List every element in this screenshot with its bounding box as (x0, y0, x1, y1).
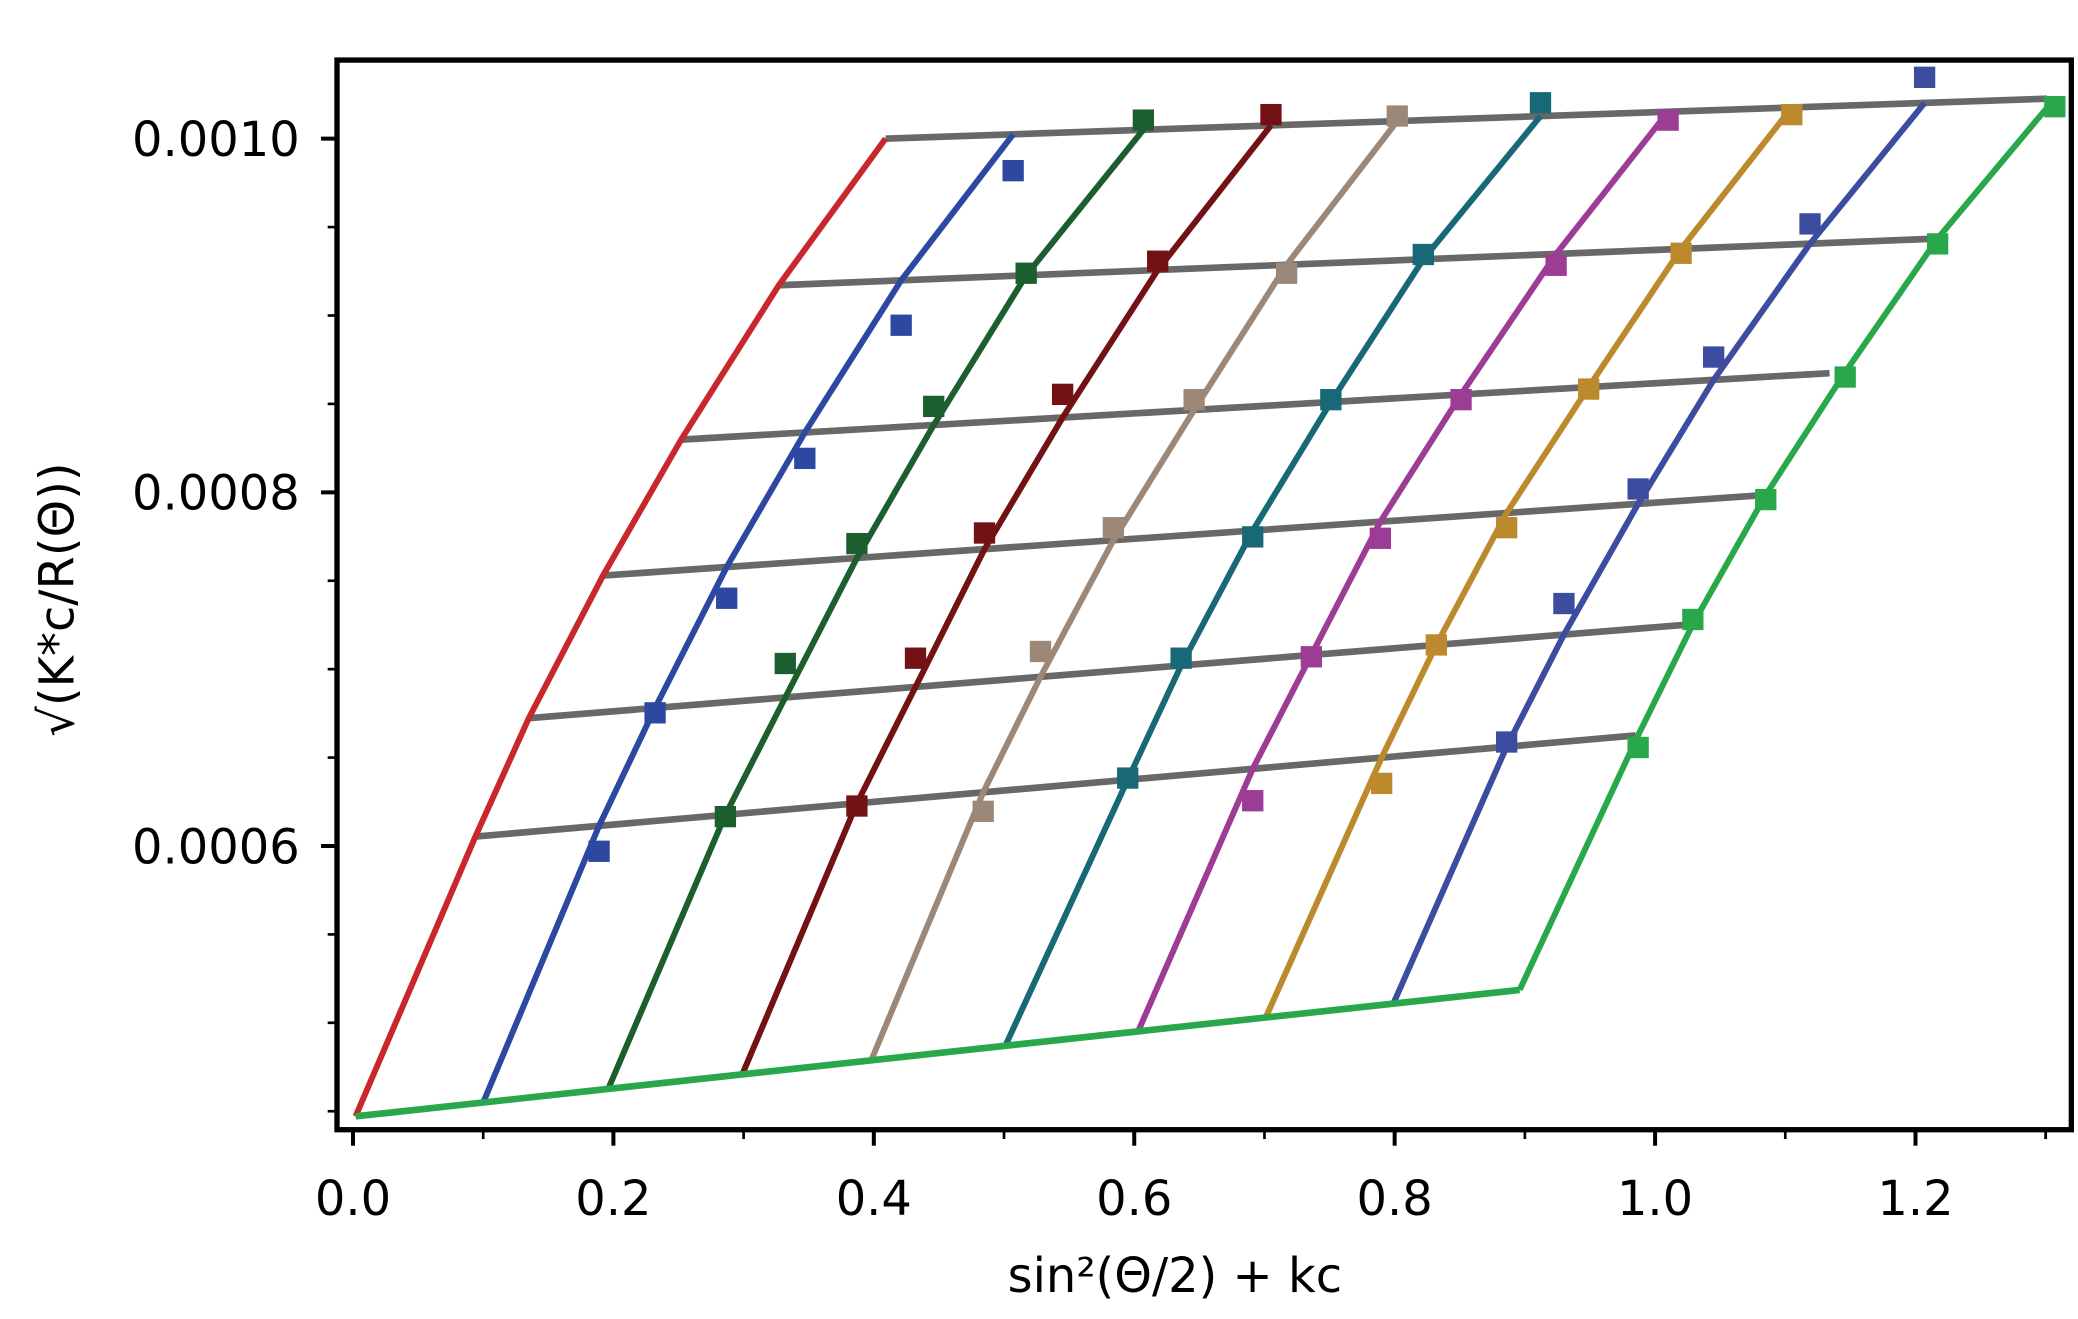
data-point-angle1-c1 (588, 840, 610, 862)
plot-frame (334, 57, 2075, 1133)
angle-fit-line-8 (1390, 101, 1927, 1005)
angle-fit-line-6 (1135, 109, 1671, 1033)
data-point-angle8-c3 (1627, 478, 1649, 500)
x-tick-label: 0.2 (575, 1171, 651, 1227)
x-tick-label: 0.4 (836, 1171, 912, 1227)
data-point-angle1-c2 (644, 702, 666, 724)
angle-fit-line-9 (1516, 96, 2058, 992)
data-point-angle7-c6 (1781, 103, 1803, 126)
data-point-angle7-c3 (1495, 517, 1518, 539)
data-point-angle7-c1 (1370, 772, 1393, 795)
data-point-angle3-c1 (846, 795, 868, 817)
data-point-angle9-c4 (1834, 366, 1856, 388)
data-point-angle2-c5 (1015, 262, 1037, 284)
data-point-angle7-c4 (1578, 378, 1600, 400)
data-point-angle4-c5 (1275, 262, 1298, 284)
data-point-angle4-c1 (972, 800, 994, 822)
data-point-angle4-c3 (1102, 517, 1125, 539)
x-tick-label: 0.0 (315, 1171, 391, 1227)
data-point-angle9-c5 (1926, 233, 1949, 255)
data-point-angle2-c6 (1132, 109, 1155, 131)
data-point-angle2-c4 (923, 395, 945, 418)
data-point-angle3-c2 (904, 647, 927, 669)
data-point-angle4-c4 (1183, 389, 1205, 411)
angle-fit-line-7 (1263, 105, 1795, 1019)
y-axis-label: √(K*c/R(Θ)) (29, 462, 85, 736)
fit-lines (352, 95, 2058, 1120)
data-point-angle8-c5 (1799, 213, 1821, 235)
data-point-angle5-c1 (1117, 767, 1139, 789)
angle-fit-line-1 (480, 132, 1016, 1104)
data-point-angle6-c2 (1300, 646, 1322, 668)
data-point-angle5-c4 (1320, 389, 1342, 411)
zero-angle-extrapolation-line (352, 136, 888, 1118)
y-tick-label: 0.0010 (132, 112, 300, 168)
x-axis-label: sin²(Θ/2) + kc (1008, 1248, 1342, 1304)
data-point-angle8-c4 (1703, 346, 1725, 368)
data-point-angle5-c3 (1242, 526, 1264, 548)
data-point-angle2-c1 (714, 805, 737, 828)
data-point-angle5-c5 (1412, 243, 1434, 266)
data-point-angle3-c5 (1147, 250, 1169, 272)
data-point-angle1-c4 (794, 447, 816, 470)
data-point-angle8-c1 (1495, 731, 1518, 753)
data-point-angle9-c1 (1627, 736, 1649, 759)
concentration-fit-line-6 (885, 95, 2048, 142)
data-point-angle4-c2 (1029, 640, 1052, 663)
data-point-angle6-c6 (1657, 109, 1679, 131)
concentration-fit-line-4 (680, 369, 1830, 443)
data-point-angle7-c2 (1425, 634, 1447, 656)
y-tick-label: 0.0008 (132, 466, 300, 522)
x-tick-label: 0.6 (1096, 1171, 1172, 1227)
data-point-angle1-c5 (890, 314, 912, 336)
zero-concentration-extrapolation-line (355, 986, 1521, 1120)
data-point-angle7-c5 (1670, 242, 1692, 264)
data-point-angle5-c2 (1170, 647, 1192, 669)
data-point-angle4-c6 (1386, 105, 1408, 127)
x-tick-label: 1.2 (1877, 1171, 1953, 1227)
data-markers (588, 66, 2066, 862)
data-point-angle9-c3 (1755, 488, 1777, 511)
data-point-angle6-c1 (1242, 790, 1264, 812)
data-point-angle5-c6 (1529, 92, 1552, 114)
concentration-fit-line-5 (778, 235, 1938, 289)
data-point-angle6-c3 (1369, 527, 1391, 549)
data-point-angle1-c3 (716, 587, 738, 609)
data-point-angle8-c6 (1913, 66, 1936, 88)
data-point-angle6-c5 (1545, 254, 1567, 276)
concentration-fit-line-2 (528, 621, 1684, 722)
y-tick-label: 0.0006 (132, 819, 300, 875)
data-point-angle3-c3 (973, 522, 996, 544)
data-point-angle3-c4 (1051, 383, 1074, 406)
data-point-angle9-c2 (1682, 608, 1704, 631)
x-tick-label: 1.0 (1617, 1171, 1693, 1227)
concentration-fit-line-1 (475, 732, 1636, 840)
data-point-angle1-c6 (1002, 160, 1024, 182)
data-point-angle9-c6 (2044, 96, 2066, 118)
concentration-fit-line-3 (602, 492, 1756, 579)
axes: 0.0 0.2 0.4 0.6 0.8 1.0 1.2 0.0006 0.0008 0.0010 (132, 112, 2048, 1227)
data-point-angle6-c4 (1450, 389, 1472, 411)
data-point-angle8-c2 (1553, 592, 1575, 615)
data-point-angle3-c6 (1260, 103, 1282, 126)
x-tick-label: 0.8 (1357, 1171, 1433, 1227)
data-point-angle2-c3 (846, 532, 868, 555)
data-point-angle2-c2 (774, 652, 796, 675)
